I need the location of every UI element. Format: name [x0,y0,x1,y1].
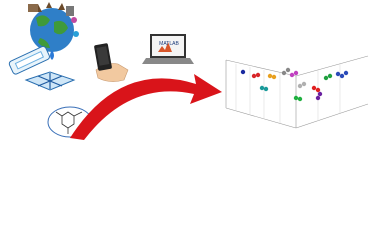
cold-storage [24,71,76,91]
globe [28,2,79,60]
graphical-abstract: MATLAB [8,2,369,140]
clusters [240,67,349,102]
scatter-3d [225,55,369,129]
laptop-screen-text: MATLAB [159,41,179,47]
page: MATLAB [8,2,369,140]
laptop: MATLAB [142,34,194,64]
arrow [70,74,222,140]
hand-phone [94,43,129,82]
wristband [8,45,50,75]
